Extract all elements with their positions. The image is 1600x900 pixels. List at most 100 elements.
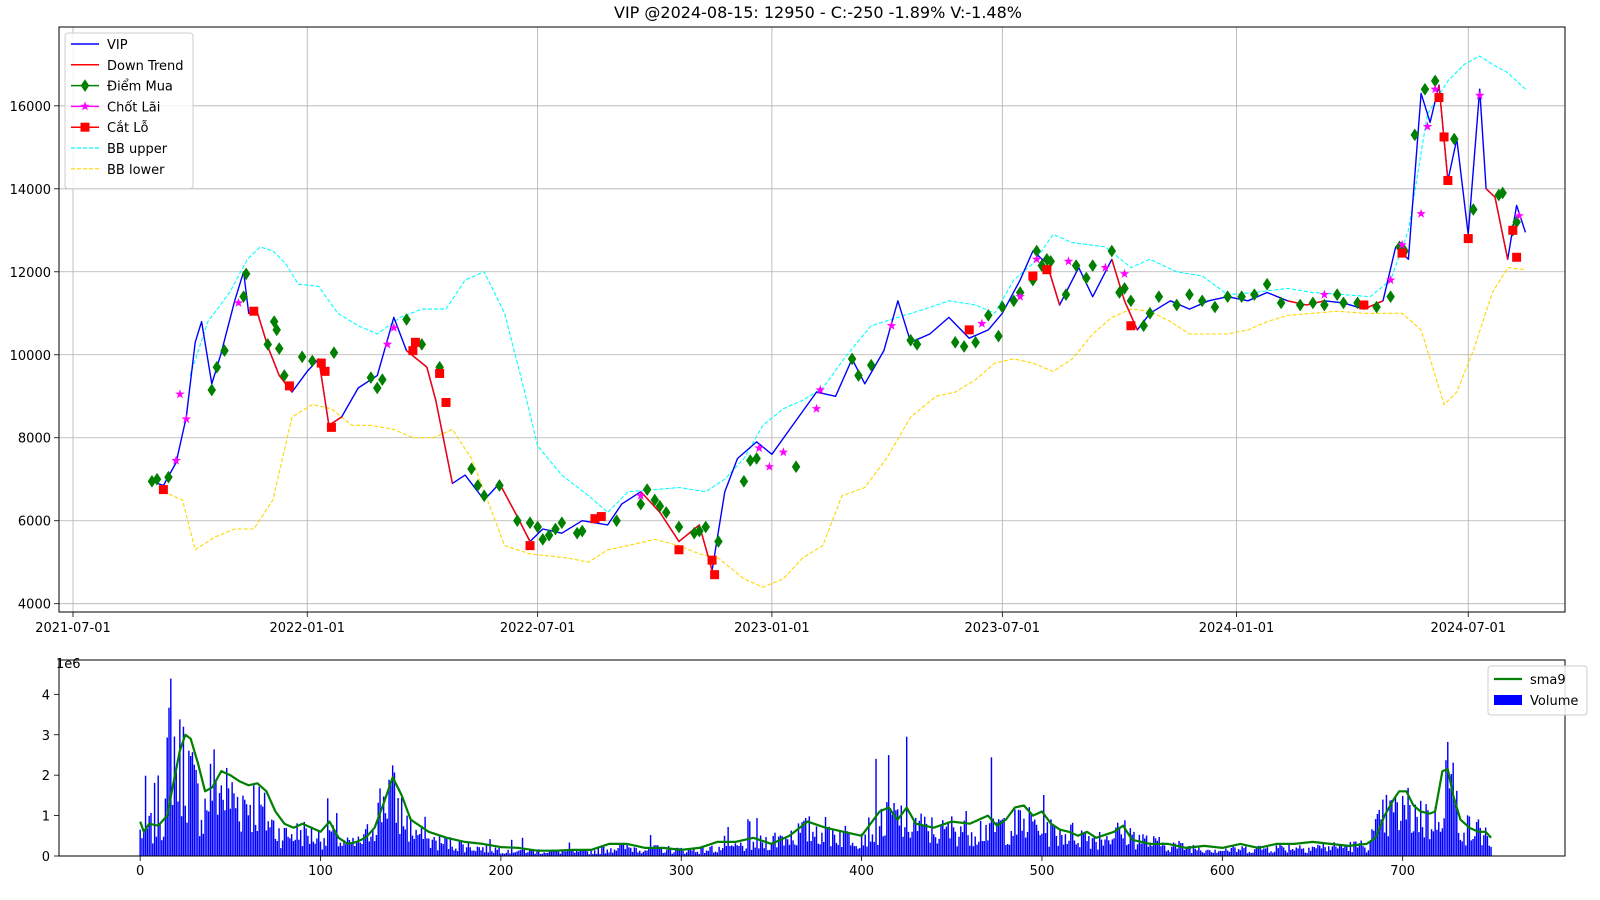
volume-bar	[314, 843, 316, 856]
buy-point-marker	[274, 342, 284, 355]
volume-bar	[758, 848, 760, 856]
price-y-axis: 4000 6000 8000 10000 12000 14000 16000	[10, 100, 59, 613]
volume-bar	[1293, 850, 1296, 856]
volume-bar	[1064, 834, 1067, 856]
buy-point-marker	[1185, 288, 1194, 302]
volume-bar	[233, 793, 235, 856]
volume-bar	[323, 838, 325, 856]
volume-bar	[985, 824, 987, 856]
buy-point-marker	[207, 383, 217, 397]
volume-bar	[1091, 838, 1094, 856]
volume-bar	[1057, 845, 1059, 856]
volume-bar	[464, 852, 466, 856]
volume-bar	[859, 848, 861, 856]
buy-point-marker	[1469, 203, 1478, 217]
volume-bar	[1299, 845, 1301, 856]
volume-bar	[550, 851, 553, 856]
buy-point-marker	[1498, 186, 1507, 200]
volume-bar	[655, 845, 657, 856]
volume-bar	[900, 805, 902, 856]
volume-bar	[761, 842, 764, 856]
buy-point-marker	[272, 323, 281, 337]
volume-bar	[556, 849, 558, 856]
buy-point-marker	[402, 313, 411, 326]
volume-bar	[1183, 849, 1186, 856]
volume-bar	[489, 839, 491, 856]
volume-bar	[1055, 835, 1058, 856]
volume-bar	[740, 842, 742, 856]
buy-point-marker	[701, 520, 711, 534]
buy-point-marker	[1276, 296, 1286, 310]
volume-bar	[813, 836, 816, 856]
price-legend-label: Chốt Lãi	[107, 100, 160, 115]
volume-bar	[170, 678, 172, 856]
volume-bar	[669, 848, 672, 856]
buy-point-marker	[538, 532, 548, 546]
volume-bar	[379, 788, 381, 856]
volume-bar	[1014, 809, 1016, 856]
stop-loss-marker	[1042, 265, 1052, 275]
volume-bar	[559, 853, 562, 856]
volume-bar	[1003, 818, 1005, 856]
volume-bar	[429, 847, 432, 856]
volume-bar	[1216, 852, 1218, 856]
volume-bar	[1181, 843, 1184, 856]
volume-bar	[1154, 838, 1157, 856]
volume-bar	[1263, 848, 1265, 856]
volume-bar	[327, 798, 329, 856]
volume-bar	[1243, 848, 1245, 856]
volume-bar	[384, 813, 387, 856]
volume-bar	[723, 835, 726, 856]
volume-bar	[1349, 842, 1352, 856]
volume-bar	[334, 832, 336, 856]
volume-bar	[1342, 847, 1344, 856]
volume-bar	[1429, 839, 1431, 856]
volume-bars	[139, 678, 1492, 856]
volume-bar	[602, 846, 605, 856]
volume-bar	[1254, 849, 1256, 856]
volume-bar	[538, 849, 540, 856]
volume-bar	[1358, 843, 1361, 856]
volume-bar	[698, 853, 700, 856]
take-profit-marker	[1015, 291, 1025, 301]
price-x-tick-label: 2023-01-01	[734, 621, 810, 636]
take-profit-marker	[886, 320, 897, 330]
stop-loss-marker	[284, 381, 294, 391]
volume-bar	[370, 836, 372, 856]
volume-bar	[449, 837, 452, 856]
volume-bar	[197, 783, 199, 856]
volume-bar	[482, 847, 484, 856]
volume-bar	[1070, 824, 1072, 856]
volume-bar	[756, 818, 758, 856]
buy-point-marker	[1120, 281, 1129, 295]
volume-bar	[1398, 830, 1400, 856]
volume-bar	[1061, 835, 1063, 856]
volume-bar	[622, 842, 625, 856]
volume-bar	[817, 843, 820, 856]
volume-x-tick-label: 500	[1030, 864, 1055, 879]
volume-bar	[390, 781, 392, 856]
volume-bar	[841, 847, 843, 856]
volume-bar	[1443, 818, 1445, 856]
volume-bar	[1425, 804, 1427, 856]
volume-bar	[812, 831, 814, 856]
volume-bar	[700, 847, 702, 856]
volume-bar	[920, 813, 922, 856]
volume-bar	[467, 842, 470, 856]
volume-bar	[539, 853, 542, 856]
volume-bar	[581, 849, 583, 856]
volume-bar	[473, 850, 475, 856]
buy-point-marker	[1082, 271, 1091, 285]
price-x-tick-label: 2022-07-01	[500, 621, 576, 636]
volume-bar	[1149, 842, 1151, 856]
volume-bar	[278, 828, 280, 856]
volume-bar	[1427, 810, 1429, 856]
buy-point-marker	[297, 350, 307, 364]
stop-loss-marker	[410, 337, 420, 347]
volume-bar	[1466, 815, 1469, 856]
buy-point-marker	[695, 524, 704, 538]
volume-bar	[880, 808, 883, 856]
volume-bar	[478, 847, 480, 856]
volume-bar	[640, 853, 643, 856]
